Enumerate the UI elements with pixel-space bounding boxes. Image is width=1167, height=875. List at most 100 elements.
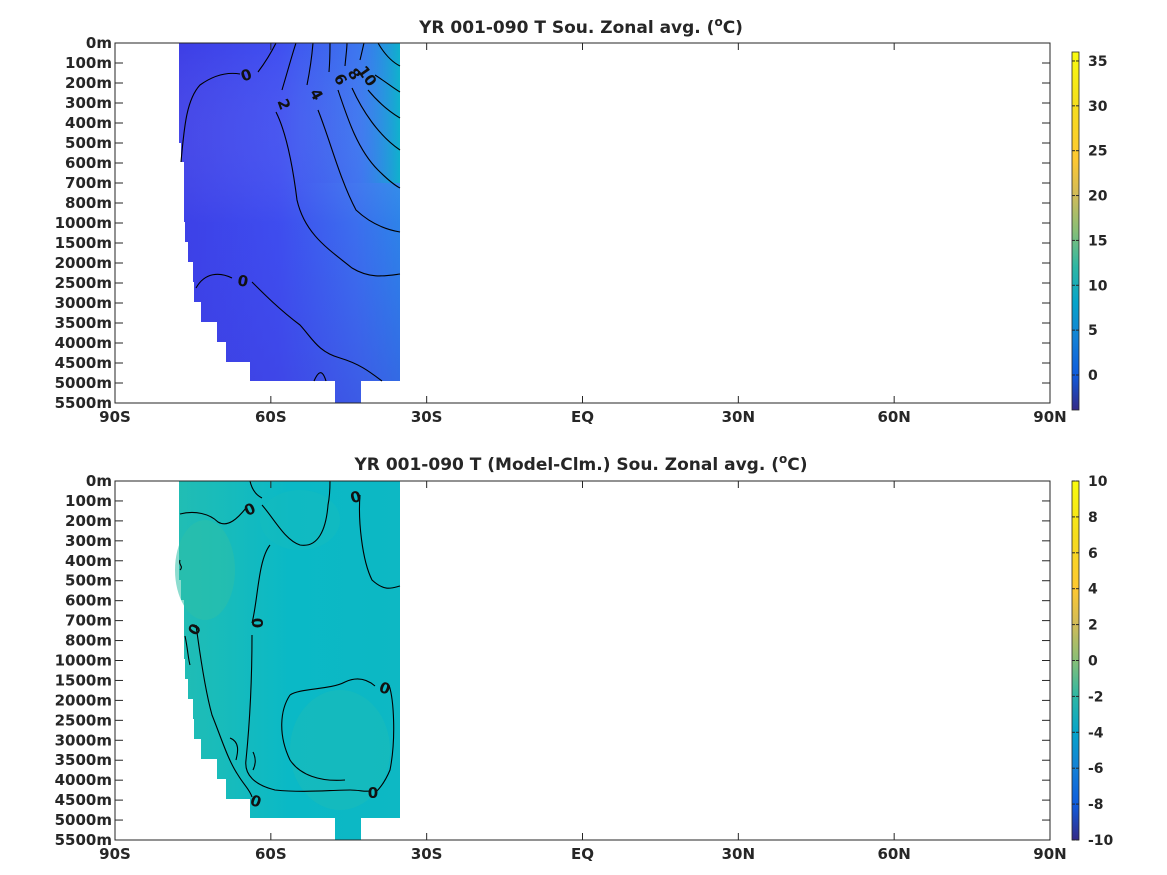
- contour-line: [375, 684, 395, 793]
- x-tick-label: 30N: [722, 845, 755, 863]
- contour-line: [195, 273, 233, 289]
- axes: 90S 60S 30S EQ 30N 60N 90N 0m 100m 200m 300m 400m 50…: [55, 472, 1067, 863]
- y-tick-label: 200m: [65, 74, 112, 92]
- y-tick-label: 3500m: [55, 314, 112, 332]
- contour-line: [281, 43, 297, 91]
- colorbar-tick-label: 25: [1088, 144, 1107, 160]
- field-anomaly: [260, 490, 340, 550]
- contour-line: [275, 111, 401, 277]
- contour-line: [337, 89, 401, 189]
- contour-line: [377, 43, 401, 67]
- contour-line: [306, 43, 314, 86]
- y-tick-label: 300m: [65, 532, 112, 550]
- field-anomaly: [175, 520, 235, 620]
- contour-line: [358, 494, 401, 589]
- contour-line: [281, 694, 346, 781]
- contour-label: 0: [348, 487, 363, 507]
- y-tick-label: 2000m: [55, 691, 112, 709]
- y-tick-label: 4500m: [55, 791, 112, 809]
- x-tick-label: 60N: [877, 408, 910, 426]
- contour-line: [249, 481, 263, 499]
- y-tick-label: 600m: [65, 154, 112, 172]
- y-tick-label: 800m: [65, 194, 112, 212]
- contour-line: [317, 109, 401, 233]
- y-tick-label: 700m: [65, 174, 112, 192]
- y-tick-label: 2000m: [55, 254, 112, 272]
- field-warm-surface: [300, 43, 400, 183]
- contour-label: 0: [368, 784, 378, 802]
- panel-bottom: YR 001-090 T (Model-Clm.) Sou. Zonal avg…: [55, 452, 1114, 863]
- y-tick-label: 200m: [65, 512, 112, 530]
- y-tick-label: 300m: [65, 94, 112, 112]
- y-tick-label: 3000m: [55, 731, 112, 749]
- contour-line: [328, 43, 331, 73]
- colorbar-tick-label: -4: [1088, 725, 1104, 741]
- contour-line: [344, 43, 348, 67]
- colorbar-tick-label: -8: [1088, 797, 1104, 813]
- contour-line: [229, 737, 239, 761]
- contour-line: [251, 281, 383, 382]
- x-tick-label: 30N: [722, 408, 755, 426]
- x-tick-label: 90N: [1033, 845, 1066, 863]
- panel-title: YR 001-090 T Sou. Zonal avg. (oC): [418, 15, 743, 38]
- colorbar: [1071, 51, 1080, 411]
- y-tick-label: 0m: [86, 34, 112, 52]
- panel-top: YR 001-090 T Sou. Zonal avg. (oC): [55, 15, 1108, 426]
- x-tick-label: EQ: [571, 408, 594, 426]
- contour-line: [313, 372, 327, 382]
- contour-line: [261, 481, 331, 546]
- y-tick-label: 800m: [65, 632, 112, 650]
- colorbar-tick-label: 0: [1088, 368, 1098, 384]
- contour-line: [289, 678, 376, 696]
- contours: [180, 43, 401, 382]
- colorbar-tick-label: 30: [1088, 99, 1108, 115]
- field: 0 0 0 0 0 0 0: [175, 481, 401, 840]
- contour-line: [179, 507, 247, 525]
- x-tick-label: 60S: [255, 408, 287, 426]
- contour-line: [179, 559, 182, 571]
- colorbar-tick-label: 10: [1088, 278, 1108, 294]
- colorbar-tick-label: 6: [1088, 546, 1098, 562]
- y-tick-label: 100m: [65, 54, 112, 72]
- y-tick-label: 1500m: [55, 671, 112, 689]
- colorbar-tick-label: -10: [1088, 833, 1114, 849]
- x-tick-label: 90N: [1033, 408, 1066, 426]
- y-tick-label: 3000m: [55, 294, 112, 312]
- colorbar-tick-label: 0: [1088, 654, 1098, 670]
- contour-line: [367, 89, 401, 119]
- y-tick-label: 400m: [65, 114, 112, 132]
- y-tick-label: 5000m: [55, 374, 112, 392]
- contour-line: [252, 751, 256, 771]
- y-tick-label: 4000m: [55, 334, 112, 352]
- contour-line: [245, 634, 371, 792]
- x-tick-label: 60S: [255, 845, 287, 863]
- x-tick-label: EQ: [571, 845, 594, 863]
- contour-line: [257, 43, 277, 73]
- y-tick-label: 500m: [65, 572, 112, 590]
- contour-line: [195, 624, 253, 798]
- y-tick-label: 600m: [65, 592, 112, 610]
- y-tick-label: 5000m: [55, 811, 112, 829]
- x-tick-label: 30S: [411, 845, 443, 863]
- x-tick-label: 90S: [99, 845, 131, 863]
- contour-line: [251, 544, 271, 624]
- y-tick-label: 4500m: [55, 354, 112, 372]
- y-tick-label: 100m: [65, 492, 112, 510]
- contour-line: [180, 72, 241, 163]
- colorbar-tick-label: 35: [1088, 54, 1107, 70]
- y-tick-label: 1000m: [55, 652, 112, 670]
- colorbar-tick-label: 5: [1088, 323, 1098, 339]
- x-tick-label: 60N: [877, 845, 910, 863]
- colorbar-tick-label: -2: [1088, 689, 1104, 705]
- colorbar-tick-label: -6: [1088, 761, 1104, 777]
- y-tick-label: 500m: [65, 134, 112, 152]
- contours: [179, 481, 401, 798]
- y-tick-label: 1000m: [55, 214, 112, 232]
- y-tick-label: 0m: [86, 472, 112, 490]
- contour-line: [351, 87, 401, 151]
- colorbar-ticks: 0 5 10 15 20 25 30 35: [1072, 54, 1108, 384]
- field-anomaly: [290, 690, 390, 810]
- y-tick-label: 3500m: [55, 751, 112, 769]
- y-tick-label: 2500m: [55, 274, 112, 292]
